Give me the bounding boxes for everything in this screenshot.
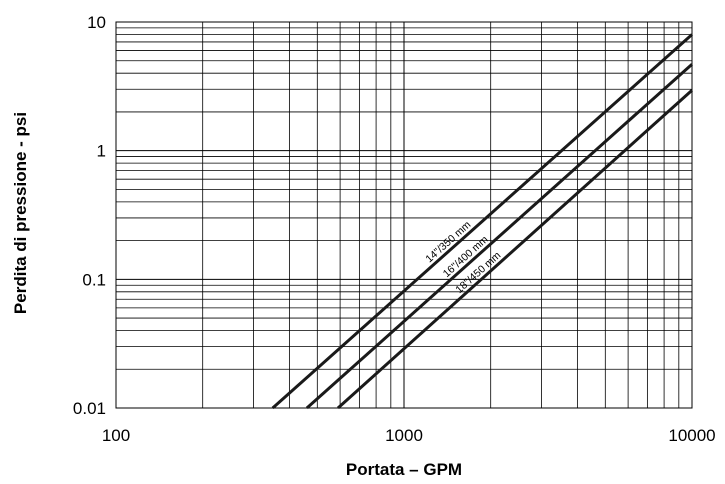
grid	[115, 22, 692, 409]
series-line-2	[305, 63, 693, 410]
x-axis-title: Portata – GPM	[346, 460, 462, 479]
x-tick-label: 10000	[668, 426, 715, 445]
x-tick-labels: 100 1000 10000	[102, 426, 716, 445]
y-axis-title: Perdita di pressione - psi	[11, 112, 30, 314]
y-tick-labels: 10 1 0.1 0.01	[73, 13, 106, 418]
series-line-3	[336, 89, 694, 410]
y-tick-label: 0.1	[82, 270, 106, 289]
y-tick-label: 0.01	[73, 399, 106, 418]
x-tick-label: 1000	[385, 426, 423, 445]
y-tick-label: 10	[87, 13, 106, 32]
plot-frame	[115, 21, 693, 409]
y-tick-label: 1	[97, 142, 106, 161]
series-line-1	[271, 33, 693, 410]
x-tick-label: 100	[102, 426, 130, 445]
